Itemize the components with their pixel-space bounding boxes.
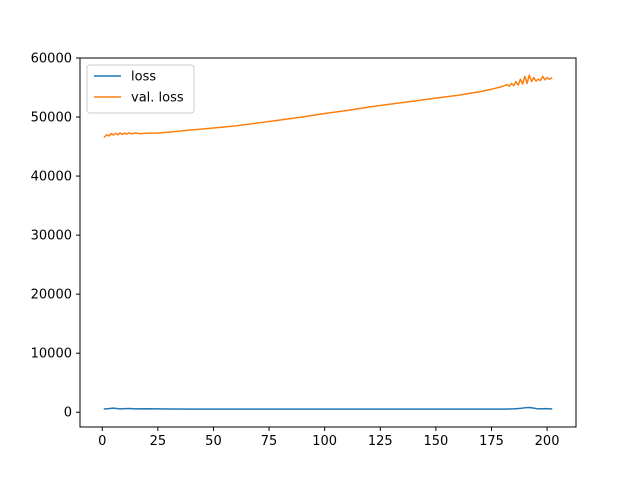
series-line-val-loss <box>103 74 553 139</box>
x-tick-label: 150 <box>423 434 448 449</box>
y-tick-label: 30000 <box>31 229 72 244</box>
y-axis: 0 10000 20000 30000 40000 50000 60000 <box>31 52 80 421</box>
x-tick-label: 75 <box>261 434 278 449</box>
x-tick-label: 100 <box>312 434 337 449</box>
y-tick-label: 0 <box>64 406 72 421</box>
x-tick-label: 25 <box>150 434 167 449</box>
x-axis: 0 25 50 75 100 125 150 175 200 <box>98 427 559 449</box>
x-tick-label: 175 <box>479 434 504 449</box>
x-tick-label: 0 <box>98 434 106 449</box>
legend: loss val. loss <box>86 64 195 114</box>
y-tick-label: 10000 <box>31 347 72 362</box>
x-tick-label: 200 <box>535 434 560 449</box>
legend-box <box>86 64 195 114</box>
legend-label: loss <box>131 70 156 85</box>
y-tick-label: 60000 <box>31 52 72 67</box>
y-tick-label: 20000 <box>31 288 72 303</box>
series-layer <box>103 74 553 410</box>
plot-frame <box>79 57 577 428</box>
series-line-loss <box>103 406 553 410</box>
y-tick-label: 50000 <box>31 111 72 126</box>
y-tick-label: 40000 <box>31 170 72 185</box>
x-tick-label: 125 <box>368 434 393 449</box>
x-tick-label: 50 <box>205 434 222 449</box>
legend-label: val. loss <box>131 91 184 106</box>
